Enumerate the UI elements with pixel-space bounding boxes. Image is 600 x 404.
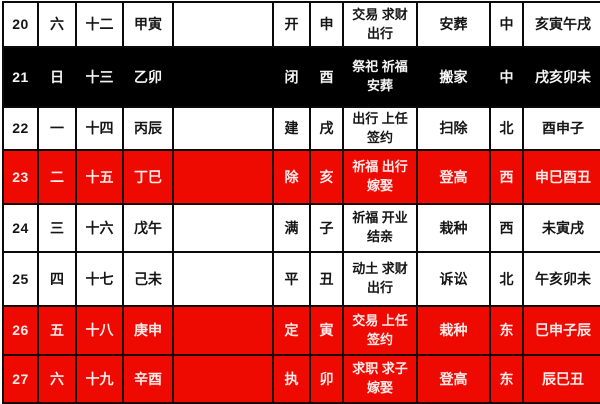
cell-ganzhi: 丙辰 [124,108,174,151]
cell-activity: 登高 [418,151,491,205]
cell-activity: 栽种 [418,307,491,356]
cell-auspicious: 出行 上任 签约 [344,108,418,151]
table-row-26[interactable]: 26 五十八 庚申 定寅交易 上任 签约 栽种东巳申子辰 [4,307,600,356]
cell-officer: 执 [274,356,311,404]
table-row-25[interactable]: 25 四十七 己未 平丑动土 求财 出行 诉讼北午亥卯未 [4,253,600,307]
cell-ganzhi: 丁巳 [124,151,174,205]
cell-hours: 酉申子 [524,108,600,151]
cell-extra [174,3,274,48]
cell-extra [174,151,274,205]
cell-hours: 辰巳丑 [524,356,600,404]
cell-weekday: 一 [39,108,77,151]
cell-ganzhi: 乙卯 [124,48,174,108]
cell-officer: 闭 [274,48,311,108]
cell-extra [174,253,274,307]
table-row-27[interactable]: 27 六十九 辛酉 执卯求职 求子 嫁娶 登高东辰巳丑 [4,356,600,404]
cell-officer: 除 [274,151,311,205]
cell-direction: 北 [491,253,524,307]
table-row-22[interactable]: 22 一十四 丙辰 建戌出行 上任 签约 扫除北酉申子 [4,108,600,151]
cell-officer: 定 [274,307,311,356]
cell-ganzhi: 庚申 [124,307,174,356]
cell-lunar: 十六 [77,205,124,253]
cell-date: 20 [4,3,39,48]
cell-ganzhi: 己未 [124,253,174,307]
cell-lunar: 十八 [77,307,124,356]
cell-activity: 栽种 [418,205,491,253]
cell-auspicious: 动土 求财 出行 [344,253,418,307]
cell-officer: 建 [274,108,311,151]
cell-lunar: 十二 [77,3,124,48]
cell-direction: 中 [491,48,524,108]
cell-direction: 西 [491,205,524,253]
cell-hours: 巳申子辰 [524,307,600,356]
cell-date: 22 [4,108,39,151]
cell-direction: 西 [491,151,524,205]
cell-direction: 东 [491,307,524,356]
cell-date: 21 [4,48,39,108]
cell-activity: 扫除 [418,108,491,151]
cell-clash: 亥 [311,151,344,205]
cell-lunar: 十四 [77,108,124,151]
cell-date: 23 [4,151,39,205]
cell-lunar: 十三 [77,48,124,108]
cell-hours: 亥寅午戌 [524,3,600,48]
cell-ganzhi: 辛酉 [124,356,174,404]
cell-direction: 北 [491,108,524,151]
cell-auspicious: 祈福 出行 嫁娶 [344,151,418,205]
cell-activity: 安葬 [418,3,491,48]
cell-weekday: 六 [39,356,77,404]
cell-clash: 酉 [311,48,344,108]
cell-clash: 卯 [311,356,344,404]
cell-ganzhi: 戊午 [124,205,174,253]
cell-officer: 满 [274,205,311,253]
cell-activity: 诉讼 [418,253,491,307]
cell-clash: 申 [311,3,344,48]
cell-weekday: 五 [39,307,77,356]
cell-lunar: 十九 [77,356,124,404]
cell-auspicious: 祭祀 祈福 安葬 [344,48,418,108]
cell-clash: 丑 [311,253,344,307]
cell-date: 27 [4,356,39,404]
table-row-23[interactable]: 23 二十五 丁巳 除亥祈福 出行 嫁娶 登高西申巳酉丑 [4,151,600,205]
cell-hours: 午亥卯未 [524,253,600,307]
cell-activity: 登高 [418,356,491,404]
cell-hours: 未寅戌 [524,205,600,253]
cell-officer: 开 [274,3,311,48]
cell-hours: 申巳酉丑 [524,151,600,205]
cell-date: 24 [4,205,39,253]
cell-hours: 戌亥卯未 [524,48,600,108]
cell-extra [174,307,274,356]
cell-clash: 子 [311,205,344,253]
cell-auspicious: 祈福 开业 结亲 [344,205,418,253]
cell-weekday: 三 [39,205,77,253]
cell-extra [174,108,274,151]
cell-activity: 搬家 [418,48,491,108]
table-row-20[interactable]: 20 六十二 甲寅 开申交易 求财 出行 安葬中亥寅午戌 [4,3,600,48]
cell-weekday: 四 [39,253,77,307]
cell-ganzhi: 甲寅 [124,3,174,48]
cell-direction: 东 [491,356,524,404]
cell-auspicious: 求职 求子 嫁娶 [344,356,418,404]
cell-lunar: 十七 [77,253,124,307]
cell-date: 26 [4,307,39,356]
cell-officer: 平 [274,253,311,307]
cell-weekday: 六 [39,3,77,48]
cell-weekday: 二 [39,151,77,205]
cell-auspicious: 交易 上任 签约 [344,307,418,356]
cell-extra [174,356,274,404]
cell-weekday: 日 [39,48,77,108]
cell-extra [174,48,274,108]
table-row-21[interactable]: 21 日十三 乙卯 闭酉祭祀 祈福 安葬 搬家中戌亥卯未 [4,48,600,108]
cell-direction: 中 [491,3,524,48]
table-row-24[interactable]: 24 三十六 戊午 满子祈福 开业 结亲 栽种西未寅戌 [4,205,600,253]
cell-lunar: 十五 [77,151,124,205]
cell-clash: 戌 [311,108,344,151]
cell-auspicious: 交易 求财 出行 [344,3,418,48]
cell-clash: 寅 [311,307,344,356]
cell-extra [174,205,274,253]
cell-date: 25 [4,253,39,307]
